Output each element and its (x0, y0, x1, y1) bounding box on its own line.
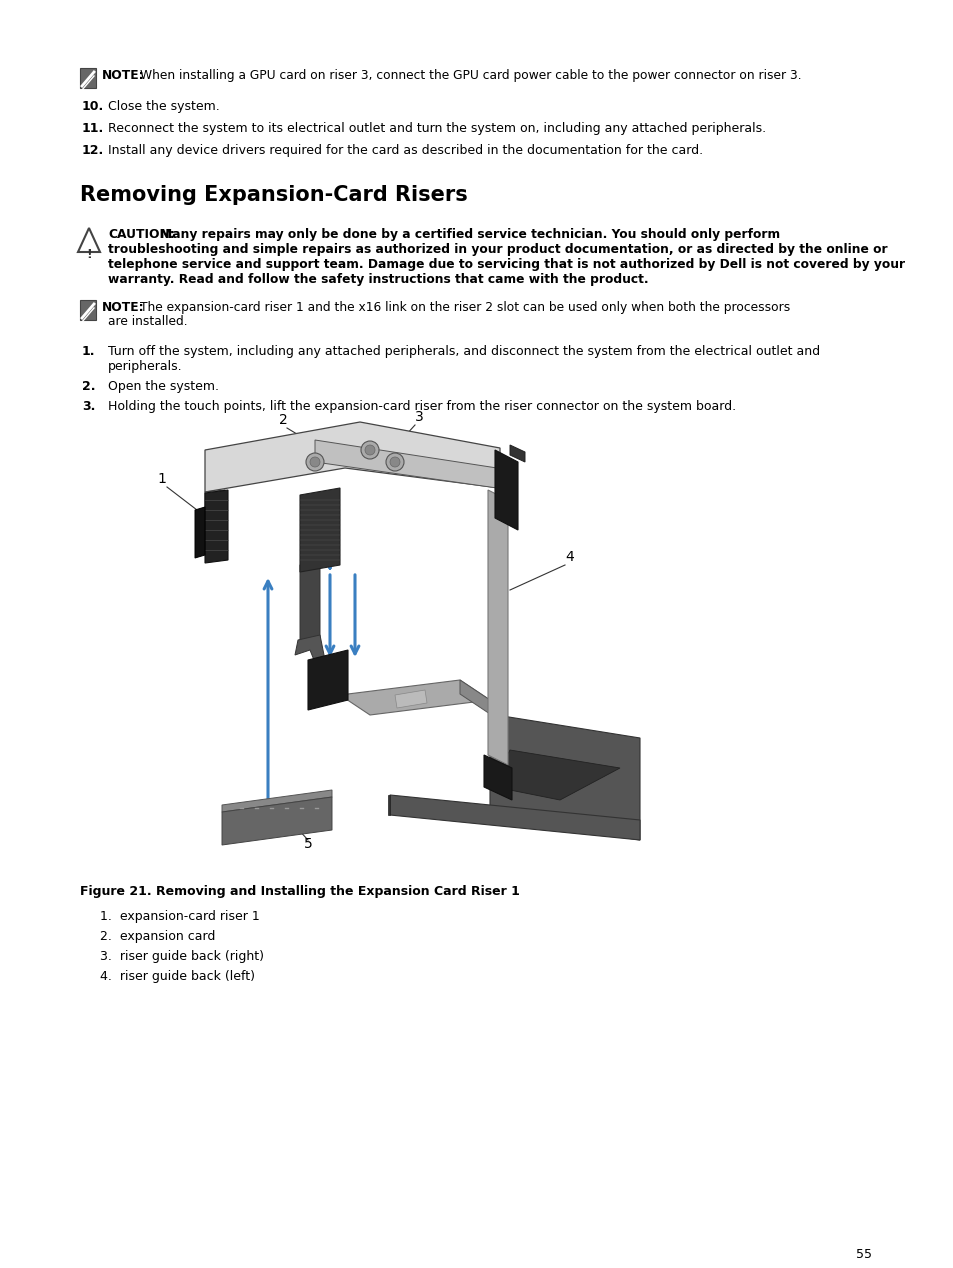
Text: 11.: 11. (82, 122, 104, 134)
Text: Reconnect the system to its electrical outlet and turn the system on, including : Reconnect the system to its electrical o… (108, 122, 765, 134)
Text: 3: 3 (415, 410, 423, 424)
Text: NOTE:: NOTE: (102, 68, 145, 82)
Text: are installed.: are installed. (108, 314, 188, 328)
Text: 4.  riser guide back (left): 4. riser guide back (left) (100, 970, 254, 983)
Text: 1.: 1. (82, 345, 95, 358)
Polygon shape (222, 798, 332, 844)
Polygon shape (488, 489, 507, 765)
Polygon shape (339, 680, 490, 715)
Text: 12.: 12. (82, 145, 104, 157)
Circle shape (310, 456, 319, 467)
Polygon shape (205, 422, 499, 492)
Polygon shape (483, 754, 512, 800)
Polygon shape (205, 489, 228, 563)
Text: 10.: 10. (82, 100, 104, 113)
Text: Install any device drivers required for the card as described in the documentati: Install any device drivers required for … (108, 145, 702, 157)
Text: warranty. Read and follow the safety instructions that came with the product.: warranty. Read and follow the safety ins… (108, 273, 648, 287)
Polygon shape (222, 790, 332, 812)
Text: peripherals.: peripherals. (108, 360, 182, 373)
Circle shape (386, 453, 403, 470)
Polygon shape (205, 489, 225, 512)
Polygon shape (299, 560, 319, 645)
Text: NOTE:: NOTE: (102, 301, 145, 314)
Text: Many repairs may only be done by a certified service technician. You should only: Many repairs may only be done by a certi… (160, 228, 780, 241)
Polygon shape (294, 635, 330, 670)
Text: 5: 5 (303, 837, 312, 851)
Text: 55: 55 (855, 1248, 871, 1260)
Circle shape (365, 445, 375, 455)
Text: 1.  expansion-card riser 1: 1. expansion-card riser 1 (100, 910, 259, 923)
Text: telephone service and support team. Damage due to servicing that is not authoriz: telephone service and support team. Dama… (108, 257, 904, 271)
Polygon shape (388, 795, 390, 815)
Polygon shape (459, 680, 490, 714)
Text: Removing Expansion-Card Risers: Removing Expansion-Card Risers (80, 185, 467, 205)
Polygon shape (314, 440, 497, 488)
Polygon shape (78, 228, 100, 252)
Text: 3.  riser guide back (right): 3. riser guide back (right) (100, 950, 264, 962)
Polygon shape (395, 690, 427, 708)
Text: When installing a GPU card on riser 3, connect the GPU card power cable to the p: When installing a GPU card on riser 3, c… (140, 68, 801, 82)
Text: 2.  expansion card: 2. expansion card (100, 929, 215, 943)
Text: Figure 21. Removing and Installing the Expansion Card Riser 1: Figure 21. Removing and Installing the E… (80, 885, 519, 898)
Text: 2: 2 (278, 413, 287, 427)
Polygon shape (490, 714, 639, 839)
Text: troubleshooting and simple repairs as authorized in your product documentation, : troubleshooting and simple repairs as au… (108, 243, 886, 256)
Circle shape (306, 453, 324, 470)
Text: 4: 4 (565, 550, 574, 564)
Bar (80, 68, 96, 87)
Polygon shape (390, 795, 639, 839)
Bar (80, 301, 96, 320)
Polygon shape (490, 749, 619, 800)
Text: 2.: 2. (82, 380, 95, 393)
Text: Holding the touch points, lift the expansion-card riser from the riser connector: Holding the touch points, lift the expan… (108, 399, 736, 413)
Circle shape (360, 441, 378, 459)
Text: The expansion-card riser 1 and the x16 link on the riser 2 slot can be used only: The expansion-card riser 1 and the x16 l… (140, 301, 789, 314)
Text: Close the system.: Close the system. (108, 100, 219, 113)
Text: Turn off the system, including any attached peripherals, and disconnect the syst: Turn off the system, including any attac… (108, 345, 820, 358)
Text: Open the system.: Open the system. (108, 380, 219, 393)
Polygon shape (299, 488, 339, 572)
Polygon shape (308, 650, 348, 710)
Polygon shape (194, 507, 205, 558)
Polygon shape (510, 445, 524, 462)
Text: !: ! (86, 249, 91, 261)
Text: CAUTION:: CAUTION: (108, 228, 174, 241)
Polygon shape (495, 450, 517, 530)
Text: 3.: 3. (82, 399, 95, 413)
Circle shape (390, 456, 399, 467)
Text: 1: 1 (157, 472, 166, 486)
